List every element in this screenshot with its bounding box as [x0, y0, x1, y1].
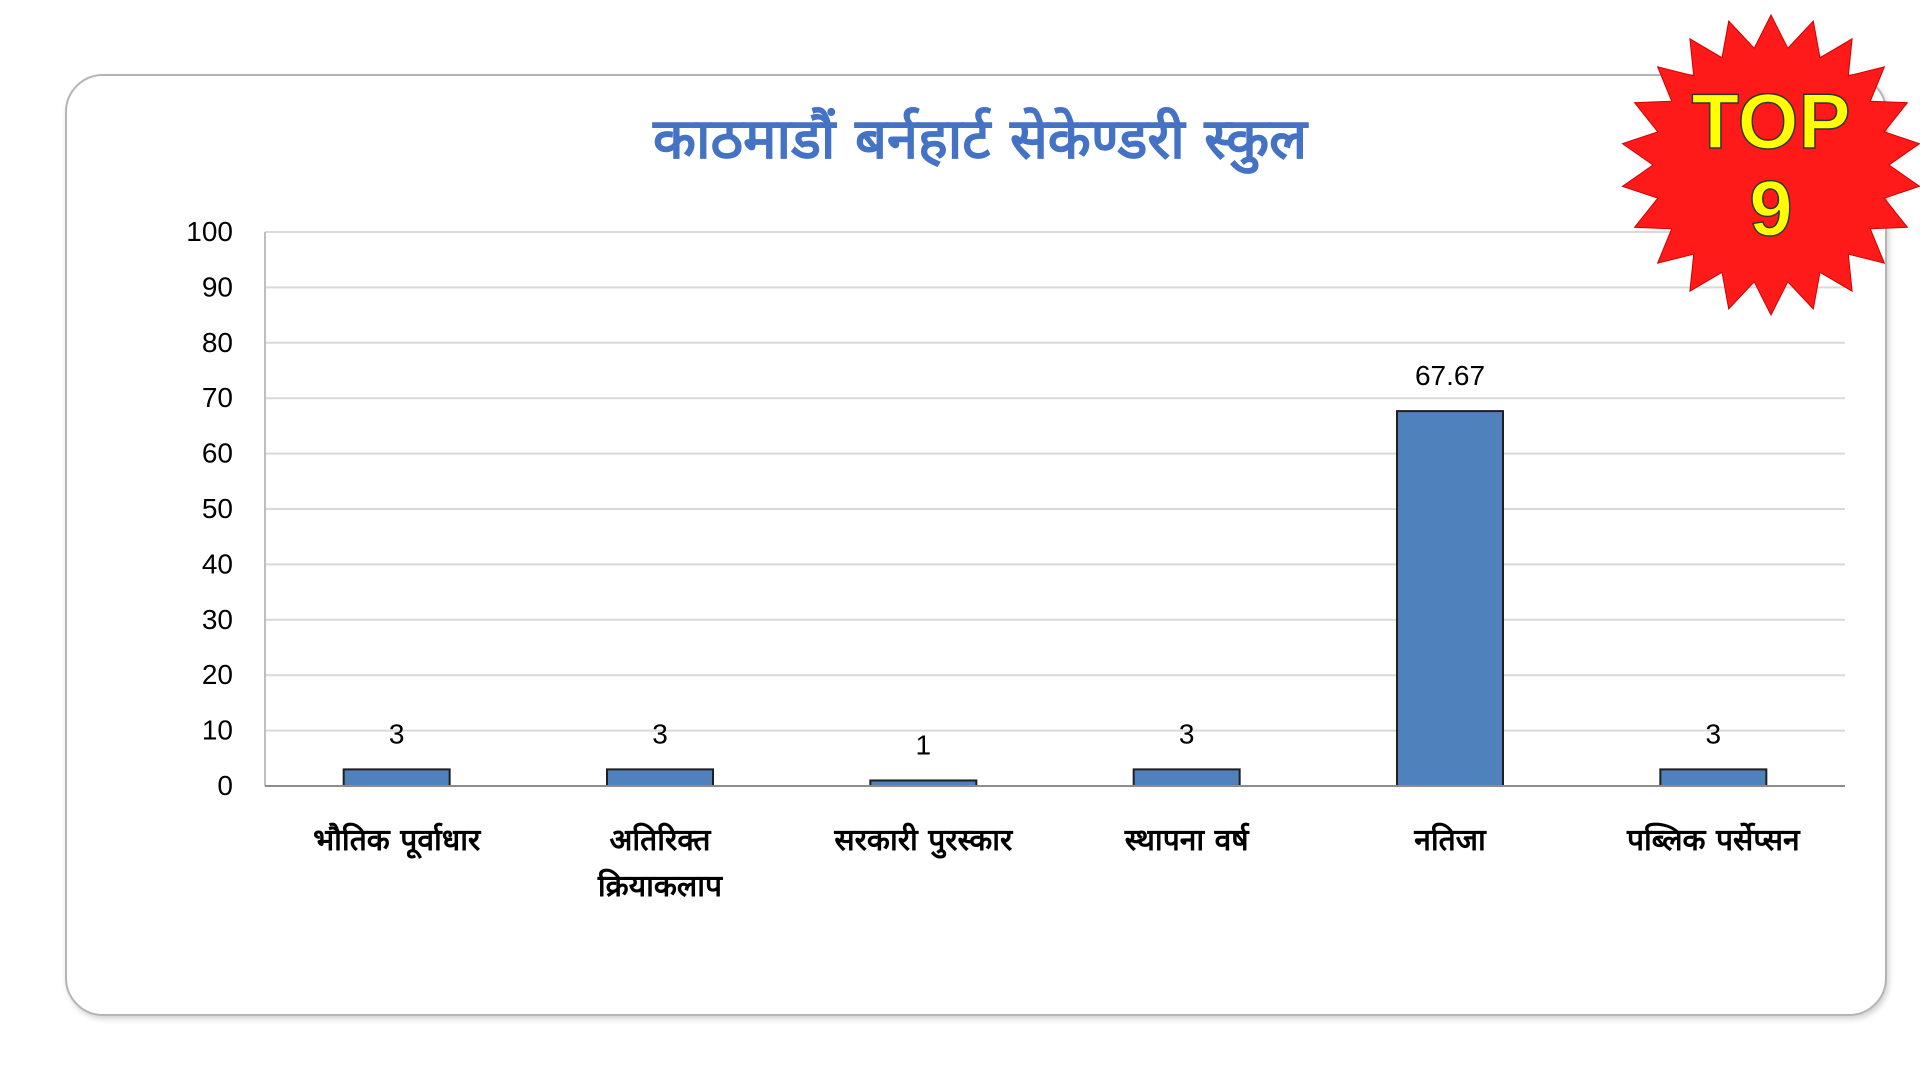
- badge-text-top: TOP: [1692, 77, 1851, 165]
- badge-text-number: 9: [1749, 164, 1792, 252]
- y-tick-label: 80: [202, 327, 233, 358]
- bar: [1659, 768, 1768, 788]
- y-tick-label: 10: [202, 715, 233, 746]
- y-axis-ticks: 0 10 20 30 40 50 60 70 80 90 100: [186, 216, 233, 801]
- bar: [1132, 768, 1241, 788]
- chart-title: काठमाडौं बर्नहार्ट सेकेण्डरी स्कुल: [652, 106, 1309, 174]
- x-axis-categories: भौतिक पूर्वाधार अतिरिक्त क्रियाकलाप सरकारी …: [313, 822, 1801, 904]
- y-tick-label: 70: [202, 382, 233, 413]
- y-tick-label: 20: [202, 659, 233, 690]
- category-label: स्थापना वर्ष: [1124, 822, 1251, 858]
- y-tick-label: 40: [202, 548, 233, 579]
- bar: [342, 768, 451, 788]
- y-tick-label: 0: [217, 770, 233, 801]
- y-tick-label: 50: [202, 493, 233, 524]
- starburst-icon: [1621, 13, 1920, 317]
- category-label: भौतिक पूर्वाधार: [313, 822, 482, 859]
- data-label: 3: [1706, 718, 1722, 749]
- category-label: अतिरिक्त: [609, 822, 712, 858]
- y-tick-label: 60: [202, 438, 233, 469]
- data-label: 3: [652, 718, 668, 749]
- data-label: 3: [1179, 718, 1195, 749]
- bar: [1396, 410, 1504, 787]
- gridlines: [265, 231, 1845, 732]
- category-label: क्रियाकलाप: [597, 868, 723, 904]
- axes: [264, 232, 1845, 787]
- category-label: नतिजा: [1413, 822, 1487, 858]
- data-labels: 3 3 1 3 67.67 3: [389, 360, 1721, 760]
- y-tick-label: 30: [202, 604, 233, 635]
- y-tick-label: 90: [202, 271, 233, 302]
- bar: [606, 768, 714, 788]
- category-label: पब्लिक पर्सेप्सन: [1626, 822, 1801, 858]
- bars: [342, 410, 1768, 788]
- data-label: 67.67: [1415, 360, 1485, 391]
- data-label: 3: [389, 718, 405, 749]
- y-tick-label: 100: [186, 216, 233, 247]
- data-label: 1: [916, 729, 932, 760]
- top-9-badge: TOP 9: [1621, 13, 1920, 317]
- category-label: सरकारी पुरस्कार: [833, 822, 1014, 859]
